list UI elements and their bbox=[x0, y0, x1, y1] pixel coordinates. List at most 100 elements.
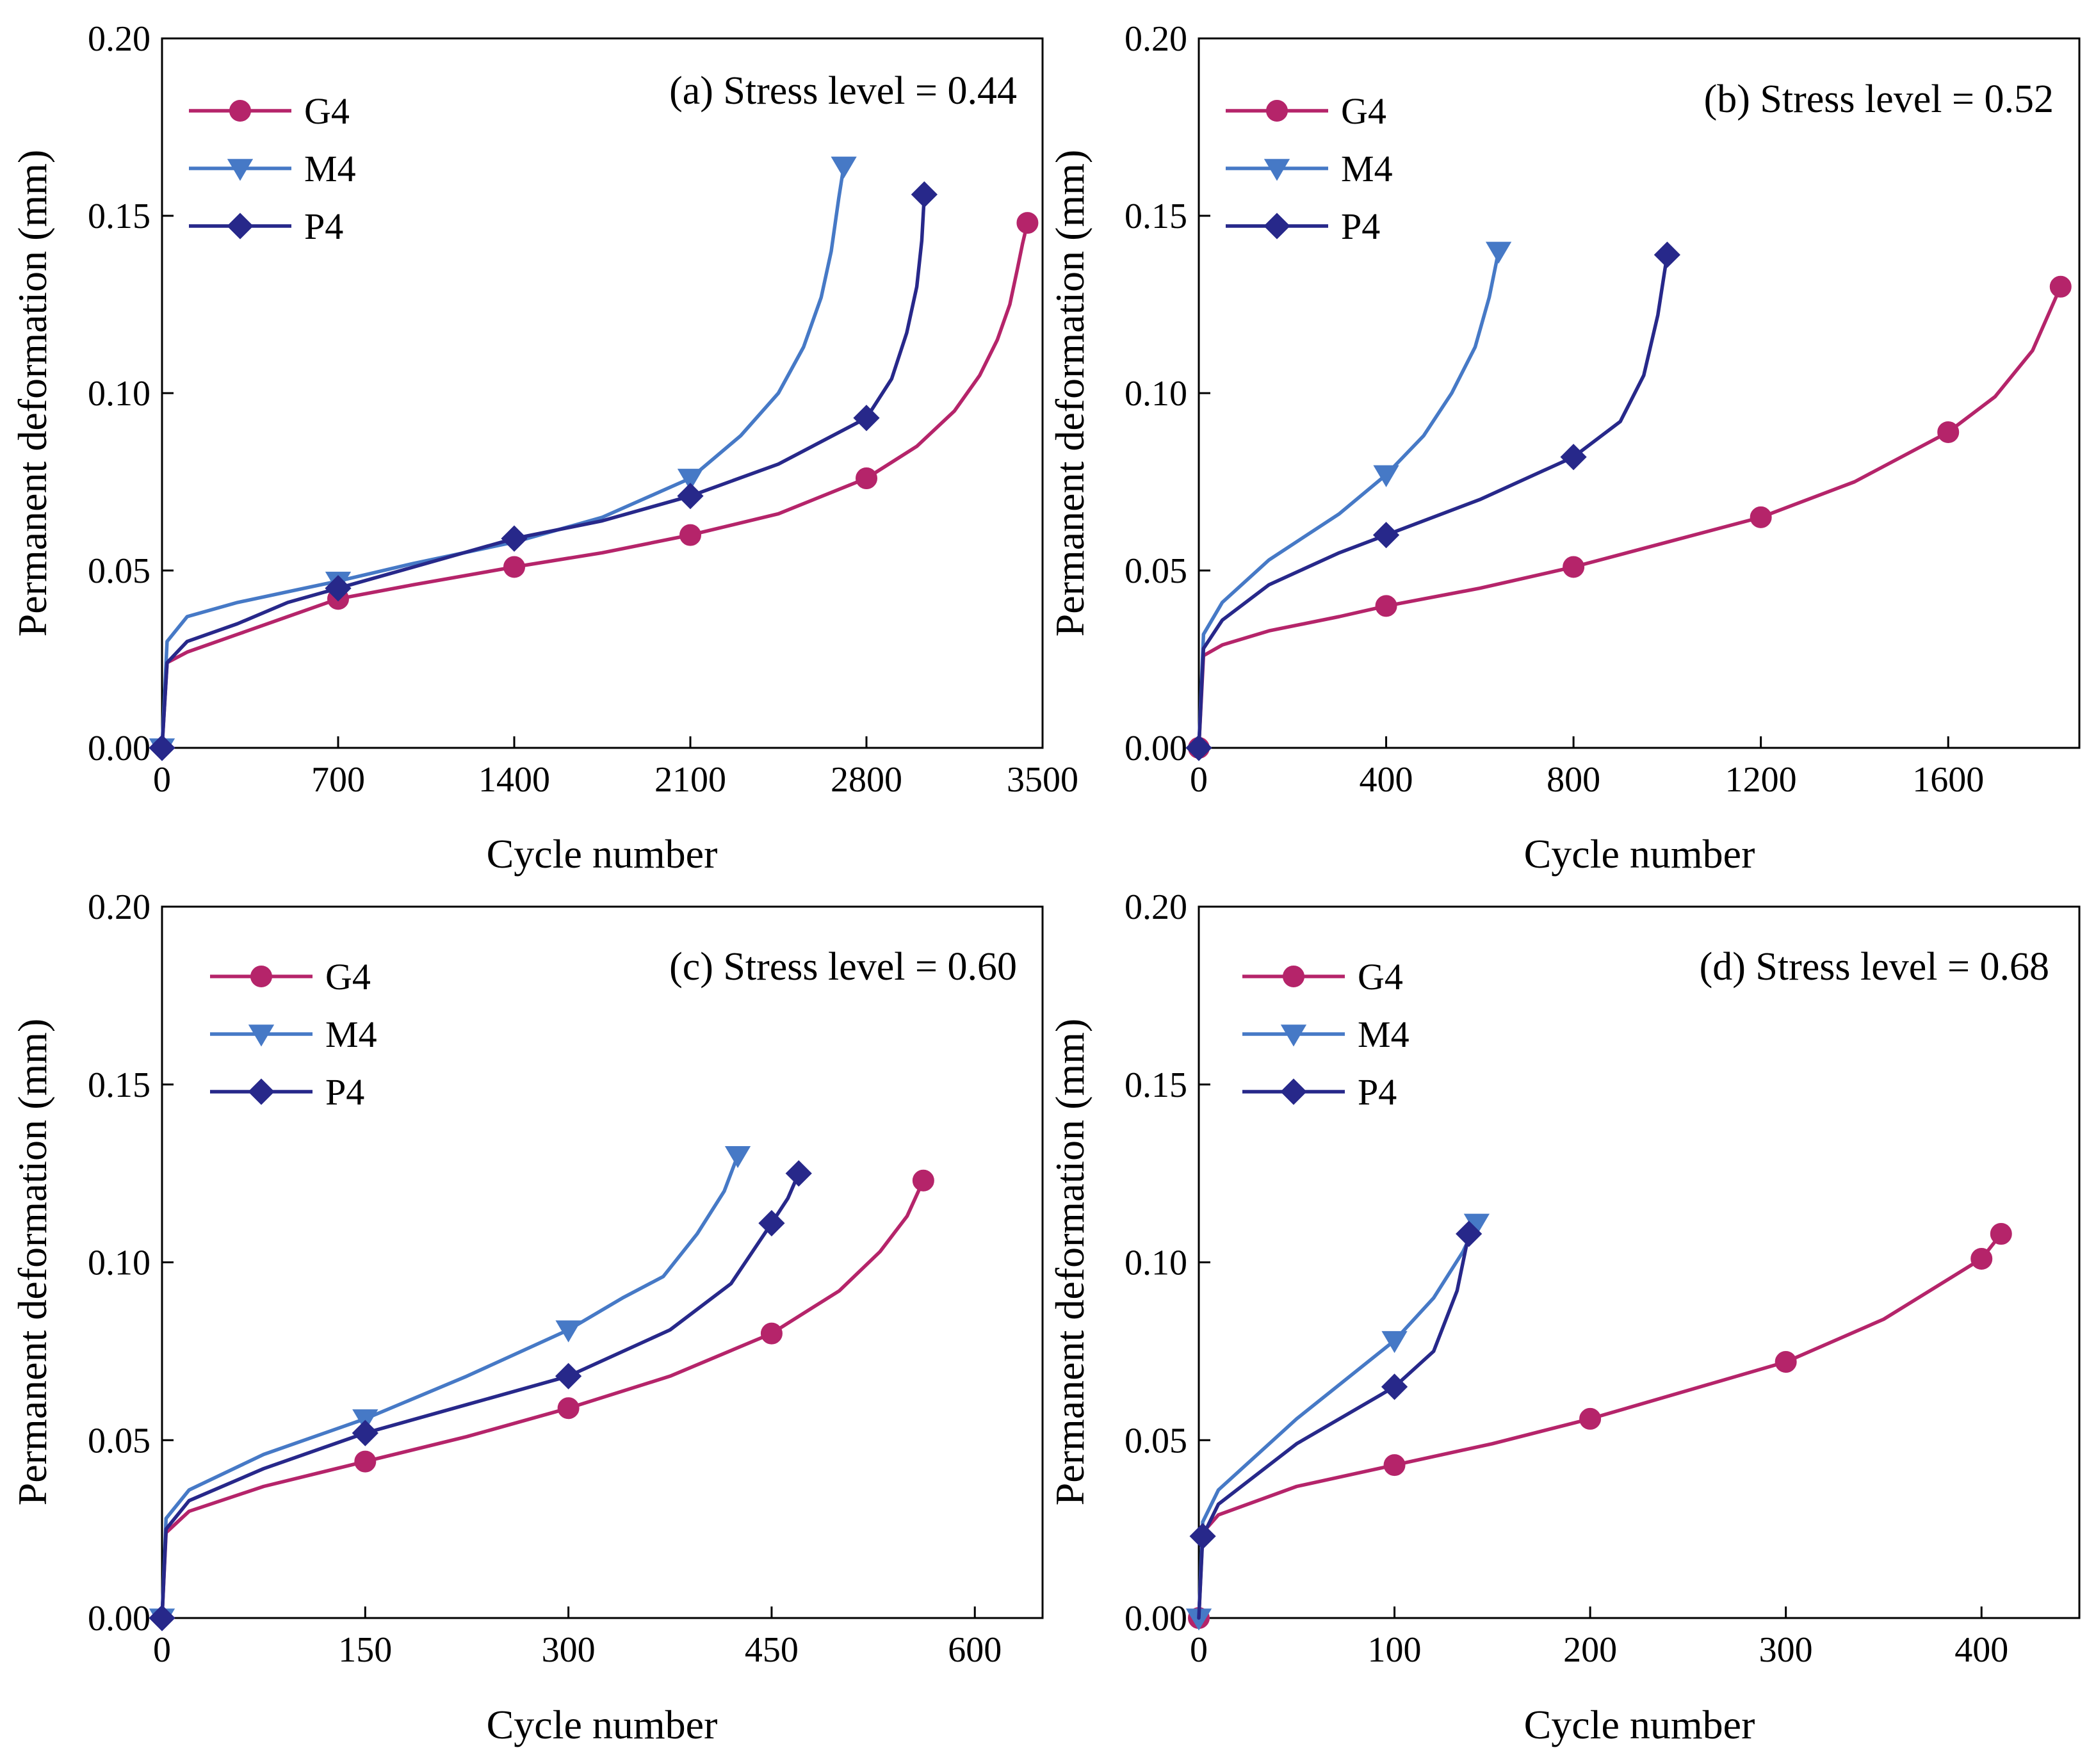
legend-marker-m4 bbox=[227, 159, 254, 181]
data-point-p4 bbox=[1653, 241, 1680, 268]
legend-marker-m4 bbox=[248, 1024, 275, 1047]
data-point-p4 bbox=[555, 1363, 582, 1389]
data-point-p4 bbox=[1372, 521, 1400, 549]
series-line-g4 bbox=[160, 221, 1030, 750]
axis-ticks: 0 100 200 300 400 0.00 0.05 0.10 0.15 0.20 bbox=[1125, 887, 2008, 1670]
data-point-g4 bbox=[1970, 1247, 1993, 1270]
y-tick-label: 0.10 bbox=[88, 1243, 150, 1283]
x-tick-label: 300 bbox=[1759, 1630, 1813, 1670]
panel-a: (a) Stress level = 0.44 Cycle number Per… bbox=[10, 19, 1078, 877]
data-point-g4 bbox=[912, 1169, 934, 1192]
data-point-p4 bbox=[1456, 1220, 1483, 1247]
y-tick-label: 0.20 bbox=[88, 887, 150, 927]
y-tick-label: 0.00 bbox=[1125, 1599, 1187, 1639]
axis-ticks: 0 400 800 1200 1600 0.00 0.05 0.10 0.15 0.20 bbox=[1125, 19, 1984, 800]
legend: G4 M4 P4 bbox=[189, 90, 356, 247]
y-tick-label: 0.10 bbox=[88, 374, 150, 414]
data-point-g4 bbox=[1937, 421, 1960, 443]
series-line-g4 bbox=[1197, 285, 2063, 750]
legend-marker-m4 bbox=[1280, 1024, 1307, 1047]
series-line-p4 bbox=[160, 1171, 800, 1620]
axis-ticks: 0 700 1400 2100 2800 3500 0.00 0.05 0.10 0.15 0.20 bbox=[88, 19, 1078, 800]
data-point-g4 bbox=[1990, 1223, 2012, 1245]
series-line-g4 bbox=[1197, 1232, 2003, 1620]
legend-label-m4: M4 bbox=[1358, 1014, 1410, 1055]
legend-marker-g4 bbox=[1266, 100, 1288, 122]
y-tick-label: 0.05 bbox=[88, 551, 150, 591]
y-tick-label: 0.05 bbox=[1125, 551, 1187, 591]
legend-marker-g4 bbox=[250, 966, 272, 987]
series-line-m4 bbox=[160, 1154, 740, 1620]
legend-label-p4: P4 bbox=[1341, 206, 1380, 247]
x-tick-label: 0 bbox=[153, 760, 171, 800]
legend-marker-g4 bbox=[1283, 966, 1304, 987]
data-point-g4 bbox=[679, 524, 701, 546]
series-lines bbox=[149, 156, 1039, 761]
panel-title: (c) Stress level = 0.60 bbox=[669, 945, 1017, 989]
data-point-p4 bbox=[149, 1605, 175, 1631]
data-point-m4 bbox=[677, 469, 704, 491]
data-point-m4 bbox=[1373, 465, 1399, 487]
panel-b: (b) Stress level = 0.52 Cycle number Per… bbox=[1047, 19, 2081, 877]
data-point-g4 bbox=[1579, 1407, 1602, 1430]
data-point-g4 bbox=[503, 556, 525, 578]
series-line-g4 bbox=[160, 1178, 925, 1620]
y-tick-label: 0.20 bbox=[88, 19, 150, 59]
x-tick-label: 1600 bbox=[1912, 760, 1984, 800]
y-tick-label: 0.20 bbox=[1125, 887, 1187, 927]
x-axis-label: Cycle number bbox=[1524, 831, 1755, 877]
series-line-m4 bbox=[1197, 1221, 1479, 1620]
y-axis-label: Permanent deformation (mm) bbox=[10, 1019, 55, 1506]
series-lines bbox=[1185, 1213, 2012, 1631]
y-tick-label: 0.15 bbox=[88, 1065, 150, 1105]
x-tick-label: 300 bbox=[542, 1630, 596, 1670]
series-line-m4 bbox=[1197, 249, 1500, 750]
series-lines bbox=[149, 1146, 934, 1631]
plot-area-frame bbox=[1198, 905, 2081, 1619]
panel-d: (d) Stress level = 0.68 Cycle number Per… bbox=[1047, 887, 2081, 1747]
y-tick-label: 0.00 bbox=[88, 1599, 150, 1639]
data-point-p4 bbox=[1189, 1523, 1216, 1550]
legend-label-g4: G4 bbox=[304, 90, 350, 132]
y-tick-label: 0.15 bbox=[1125, 1065, 1187, 1105]
data-point-g4 bbox=[1775, 1351, 1797, 1373]
data-point-p4 bbox=[1560, 444, 1587, 471]
data-point-m4 bbox=[555, 1320, 581, 1343]
legend-label-m4: M4 bbox=[304, 148, 356, 190]
y-tick-label: 0.20 bbox=[1125, 19, 1187, 59]
x-tick-label: 0 bbox=[1190, 760, 1208, 800]
y-tick-label: 0.00 bbox=[1125, 729, 1187, 768]
x-tick-label: 450 bbox=[745, 1630, 799, 1670]
data-point-p4 bbox=[1381, 1373, 1408, 1400]
data-point-m4 bbox=[831, 156, 857, 179]
data-point-g4 bbox=[1375, 595, 1397, 617]
data-point-g4 bbox=[1383, 1454, 1406, 1477]
x-axis-label: Cycle number bbox=[487, 831, 718, 877]
data-point-p4 bbox=[677, 483, 704, 510]
x-tick-label: 2100 bbox=[654, 760, 726, 800]
data-point-g4 bbox=[354, 1450, 377, 1473]
data-point-g4 bbox=[557, 1397, 580, 1420]
data-point-g4 bbox=[1563, 556, 1585, 578]
axis-ticks: 0 150 300 450 600 0.00 0.05 0.10 0.15 0.20 bbox=[88, 887, 1002, 1670]
x-tick-label: 400 bbox=[1954, 1630, 2008, 1670]
x-tick-label: 100 bbox=[1368, 1630, 1422, 1670]
legend-label-g4: G4 bbox=[1358, 956, 1403, 998]
legend: G4 M4 P4 bbox=[1226, 90, 1393, 247]
data-point-p4 bbox=[785, 1160, 812, 1187]
y-tick-label: 0.05 bbox=[88, 1421, 150, 1461]
x-tick-label: 700 bbox=[311, 760, 365, 800]
legend-label-p4: P4 bbox=[325, 1071, 364, 1113]
y-tick-label: 0.05 bbox=[1125, 1421, 1187, 1461]
series-line-p4 bbox=[1197, 1232, 1471, 1620]
x-tick-label: 800 bbox=[1547, 760, 1600, 800]
plot-area-frame bbox=[161, 37, 1044, 749]
legend: G4 M4 P4 bbox=[1242, 956, 1410, 1113]
series-line-p4 bbox=[160, 193, 927, 750]
legend-label-g4: G4 bbox=[325, 956, 371, 998]
x-tick-label: 1400 bbox=[478, 760, 550, 800]
data-point-p4 bbox=[352, 1420, 378, 1446]
legend-label-p4: P4 bbox=[1358, 1071, 1397, 1113]
data-point-g4 bbox=[2049, 275, 2072, 298]
x-tick-label: 2800 bbox=[831, 760, 902, 800]
